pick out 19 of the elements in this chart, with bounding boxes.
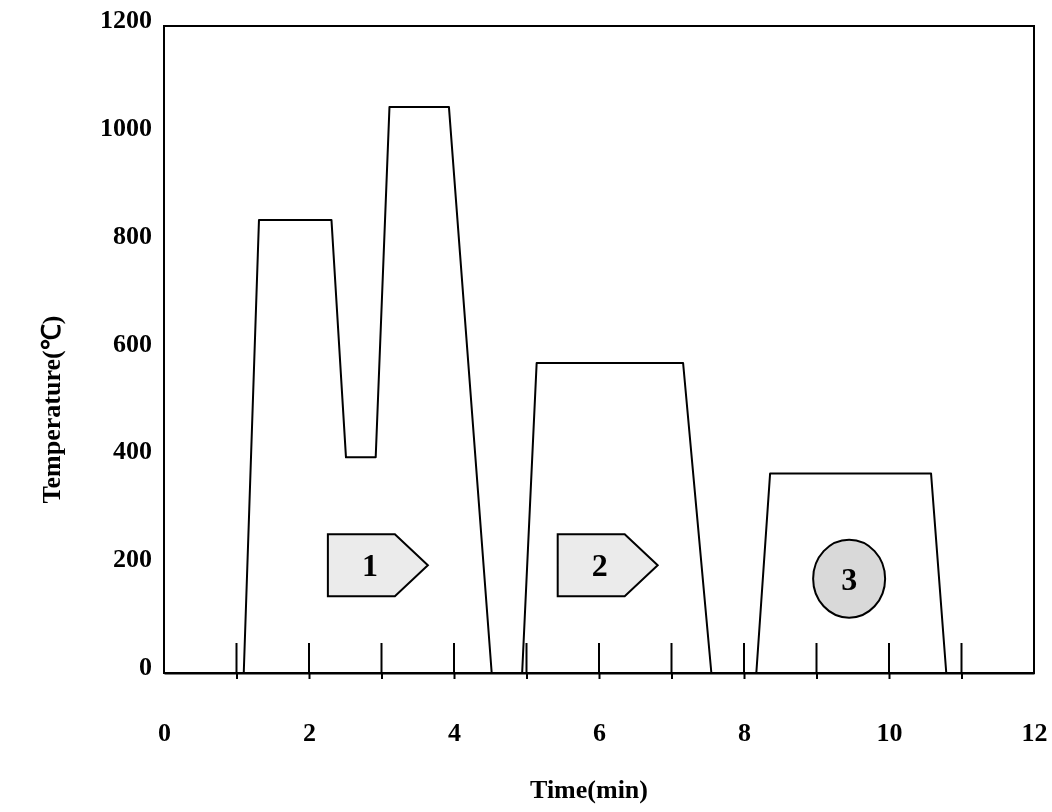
y-tick-label: 1200 (100, 5, 152, 34)
x-tick-label: 2 (303, 718, 316, 748)
x-axis-title: Time(min) (530, 775, 648, 804)
y-tick-label: 200 (113, 544, 152, 574)
y-tick-label: 600 (113, 328, 152, 358)
y-tick-label: 1000 (100, 112, 152, 142)
x-tick-label: 10 (876, 718, 903, 748)
y-axis-title: Temperature(℃) (37, 315, 66, 504)
x-tick-label: 4 (448, 718, 461, 748)
annotation: 2 (591, 547, 608, 584)
annotation: 3 (841, 560, 858, 597)
y-tick-label: 400 (113, 436, 152, 466)
x-tick-label: 0 (158, 718, 171, 748)
y-tick-label: 0 (139, 652, 152, 681)
x-tick-label: 12 (1021, 718, 1048, 748)
y-tick-label: 800 (113, 220, 152, 250)
x-tick-label: 6 (593, 718, 606, 748)
x-tick-label: 8 (738, 718, 751, 748)
annotation: 1 (361, 547, 378, 584)
